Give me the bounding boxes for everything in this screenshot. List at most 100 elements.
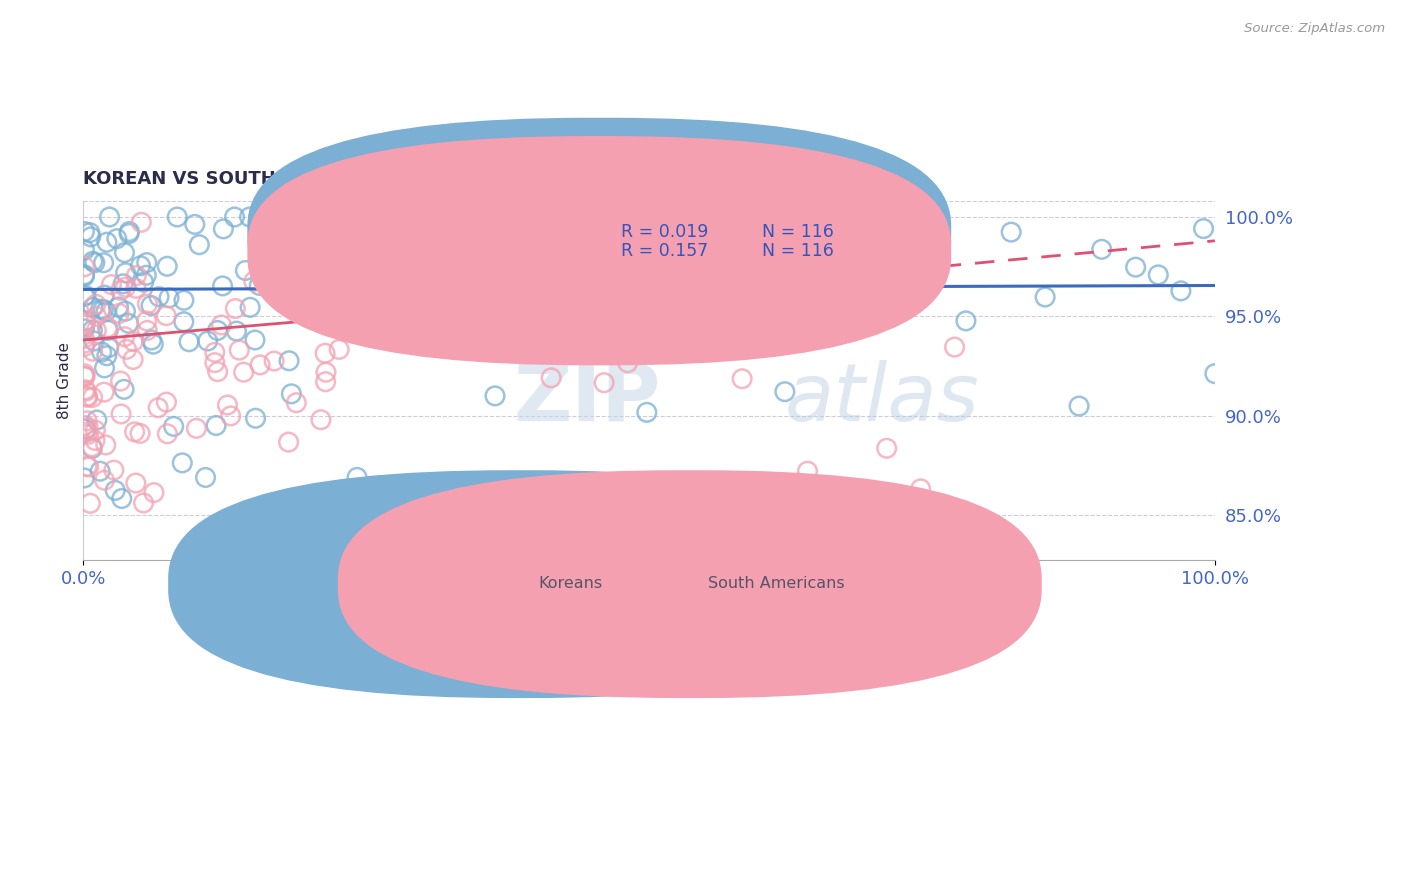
Point <box>125 281 148 295</box>
Point <box>204 345 226 359</box>
Point <box>762 210 785 224</box>
Point <box>146 401 169 415</box>
FancyBboxPatch shape <box>337 470 1042 698</box>
Point <box>1125 260 1147 274</box>
Point <box>122 334 145 349</box>
Point <box>309 413 332 427</box>
Point <box>689 326 711 340</box>
Point <box>522 281 544 295</box>
Point <box>263 354 285 368</box>
Point <box>681 210 703 224</box>
Point <box>118 225 141 239</box>
Point <box>239 210 262 224</box>
Point <box>73 369 96 384</box>
Point <box>132 496 155 510</box>
Point <box>84 297 107 311</box>
Point <box>243 333 266 347</box>
Point <box>73 224 96 238</box>
Point <box>75 383 97 397</box>
Point <box>77 459 100 474</box>
Point <box>111 491 134 506</box>
Point <box>94 304 117 318</box>
Point <box>225 324 247 338</box>
Point <box>94 438 117 452</box>
Point <box>117 316 139 330</box>
Point <box>73 369 96 384</box>
Point <box>75 422 97 436</box>
Point <box>184 218 207 232</box>
Point <box>288 213 311 227</box>
Point <box>82 442 104 456</box>
Point <box>77 420 100 434</box>
Point <box>380 241 402 255</box>
Point <box>420 294 443 309</box>
Text: Koreans: Koreans <box>538 576 602 591</box>
Point <box>547 329 569 343</box>
Text: KOREAN VS SOUTH AMERICAN 8TH GRADE CORRELATION CHART: KOREAN VS SOUTH AMERICAN 8TH GRADE CORRE… <box>83 170 733 188</box>
Point <box>387 229 409 244</box>
Point <box>211 279 233 293</box>
Point <box>921 277 943 292</box>
Point <box>107 300 129 314</box>
Point <box>89 464 111 478</box>
Point <box>249 358 271 372</box>
Point <box>82 254 104 268</box>
Point <box>773 384 796 399</box>
Point <box>224 210 246 224</box>
Point <box>114 280 136 294</box>
Point <box>166 210 188 224</box>
Point <box>204 356 226 370</box>
Point <box>98 210 121 224</box>
Point <box>1147 268 1170 282</box>
Point <box>267 270 290 285</box>
Point <box>135 314 157 328</box>
Point <box>73 418 96 433</box>
Point <box>887 299 910 313</box>
Point <box>235 263 257 277</box>
Point <box>129 259 152 273</box>
Point <box>84 434 107 448</box>
Point <box>484 389 506 403</box>
Point <box>93 473 115 487</box>
Point <box>141 333 163 347</box>
Point <box>346 283 368 297</box>
Point <box>1192 221 1215 235</box>
Point <box>1170 284 1192 298</box>
Point <box>90 302 112 317</box>
Text: South Americans: South Americans <box>707 576 845 591</box>
Point <box>395 275 418 289</box>
Point <box>451 267 474 281</box>
Point <box>84 423 107 437</box>
Point <box>398 279 420 293</box>
Point <box>79 496 101 510</box>
Point <box>73 243 96 257</box>
Point <box>842 493 865 508</box>
Point <box>129 426 152 441</box>
Point <box>125 476 148 491</box>
Point <box>73 318 96 332</box>
Point <box>156 426 179 441</box>
Point <box>277 435 299 450</box>
Point <box>243 274 266 288</box>
Point <box>389 300 412 314</box>
Point <box>110 284 132 298</box>
Point <box>335 259 357 273</box>
Point <box>399 210 422 224</box>
Point <box>124 425 146 439</box>
Point <box>1000 225 1022 239</box>
Point <box>77 427 100 442</box>
Point <box>76 391 98 405</box>
Point <box>136 297 159 311</box>
Point <box>278 353 301 368</box>
Point <box>616 356 638 370</box>
Point <box>285 395 308 409</box>
Point <box>86 413 108 427</box>
Point <box>876 442 898 456</box>
Point <box>82 323 104 337</box>
Point <box>264 234 287 248</box>
Point <box>73 339 96 353</box>
Point <box>73 268 96 282</box>
Point <box>247 278 270 293</box>
Point <box>1091 243 1114 257</box>
Text: N = 116: N = 116 <box>762 223 834 242</box>
